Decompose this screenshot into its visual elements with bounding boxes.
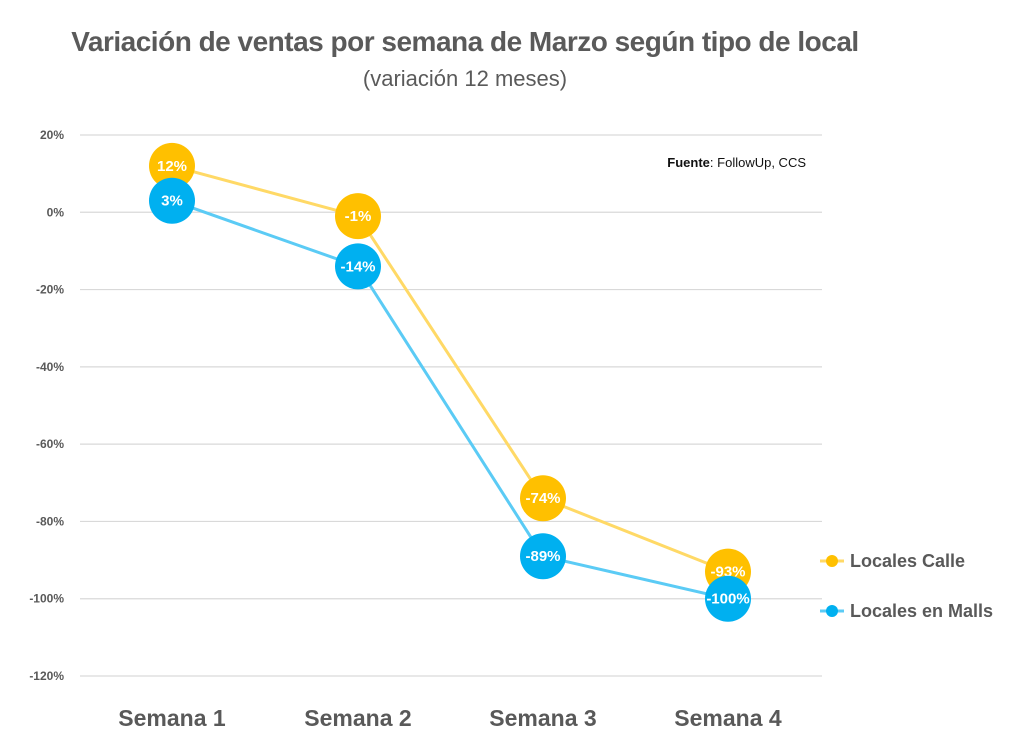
data-point (149, 177, 195, 224)
chart-title: Variación de ventas por semana de Marzo … (71, 26, 859, 57)
series-line (171, 199, 729, 601)
x-tick-label: Semana 2 (304, 705, 411, 731)
data-label: 3% (161, 193, 183, 210)
y-tick-label: 0% (47, 205, 65, 219)
gridlines (80, 134, 822, 677)
data-label: -1% (345, 208, 372, 225)
data-point (705, 575, 751, 622)
source-label: Fuente (667, 155, 710, 170)
y-axis-ticks: 20% 0% -20% -40% -60% -80% -100% -120% (29, 128, 64, 683)
legend-label: Locales Calle (850, 551, 965, 571)
legend-marker (826, 605, 838, 617)
x-tick-label: Semana 1 (118, 705, 226, 731)
data-point (520, 533, 566, 580)
y-tick-label: -80% (36, 514, 64, 528)
source-text: : FollowUp, CCS (709, 155, 806, 170)
data-label: -74% (525, 490, 560, 507)
x-axis-ticks: Semana 1 Semana 2 Semana 3 Semana 4 (118, 705, 782, 731)
data-label: -100% (706, 591, 749, 608)
legend-marker (826, 555, 838, 567)
legend: Locales Calle Locales en Malls (820, 551, 993, 621)
data-point (149, 142, 195, 189)
y-tick-label: -40% (36, 360, 64, 374)
data-point (520, 475, 566, 522)
y-tick-label: 20% (40, 128, 64, 142)
y-tick-label: -60% (36, 437, 64, 451)
chart-subtitle: (variación 12 meses) (362, 66, 568, 91)
data-label: 12% (157, 158, 187, 175)
data-label: -14% (340, 258, 375, 275)
source-note: Fuente: FollowUp, CCS (667, 155, 806, 170)
data-point (335, 243, 381, 290)
x-tick-label: Semana 3 (489, 705, 596, 731)
series-line (171, 164, 729, 574)
y-tick-label: -20% (36, 283, 64, 297)
data-label: -89% (525, 548, 560, 565)
x-tick-label: Semana 4 (674, 705, 782, 731)
y-tick-label: -100% (29, 592, 64, 606)
data-label: -93% (710, 564, 745, 581)
y-tick-label: -120% (29, 669, 64, 683)
data-point (335, 193, 381, 240)
series: 12% -1% -74% -93% 3% -14% -89% -100% (149, 142, 751, 622)
legend-label: Locales en Malls (850, 601, 993, 621)
